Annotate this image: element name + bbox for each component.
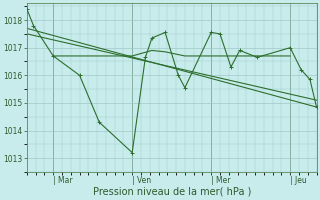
X-axis label: Pression niveau de la mer( hPa ): Pression niveau de la mer( hPa ) — [92, 187, 251, 197]
